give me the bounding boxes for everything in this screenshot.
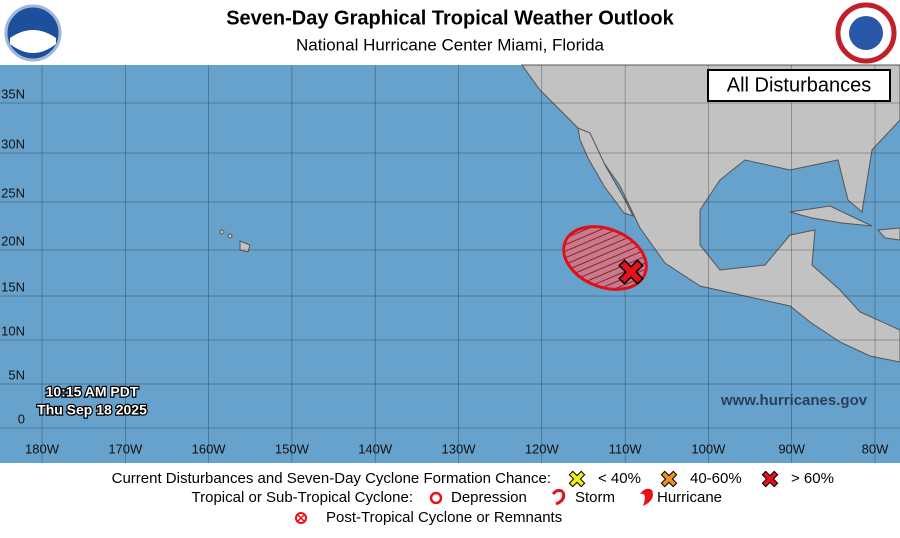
lat-label: 25N	[1, 185, 25, 200]
map-label: All Disturbances	[727, 74, 872, 96]
lon-label: 90W	[778, 441, 805, 456]
lat-label: 10N	[1, 323, 25, 338]
legend-post-tropical: Post-Tropical Cyclone or Remnants	[326, 509, 562, 526]
hurricane-icon	[640, 488, 653, 506]
formation-icon	[660, 470, 678, 488]
subtitle: National Hurricane Center Miami, Florida	[296, 35, 605, 54]
lat-label: 5N	[8, 367, 25, 382]
post-tropical-icon	[297, 514, 305, 522]
timestamp-date: Thu Sep 18 2025	[37, 402, 147, 418]
land-north-america	[521, 64, 900, 363]
lon-label: 130W	[442, 441, 477, 456]
website: www.hurricanes.gov	[720, 392, 868, 409]
map-label-box	[707, 69, 891, 102]
disturbance-marker	[618, 259, 644, 285]
post-tropical-icon	[295, 512, 307, 524]
depression-icon	[429, 491, 443, 505]
lon-label: 110W	[609, 441, 643, 456]
legend-cyclone-item: Depression	[451, 489, 527, 506]
lat-label: 30N	[1, 136, 25, 151]
land-cuba	[789, 205, 873, 227]
land-hawaii	[227, 233, 233, 239]
legend-cyclone-title: Tropical or Sub-Tropical Cyclone:	[192, 489, 413, 506]
legend-cyclone-item: Storm	[575, 489, 615, 506]
lon-label: 150W	[275, 441, 310, 456]
lon-label: 140W	[358, 441, 393, 456]
legend-formation-item: > 60%	[791, 470, 834, 487]
storm-icon	[551, 488, 566, 506]
lat-label: 35N	[1, 86, 25, 101]
lat-label: 20N	[1, 233, 25, 248]
land-hawaii	[239, 240, 251, 253]
legend-formation-item: < 40%	[598, 470, 641, 487]
lon-label: 180W	[25, 441, 60, 456]
nws-logo-center	[849, 16, 883, 50]
land-hispaniola	[876, 227, 900, 241]
legend-formation-title: Current Disturbances and Seven-Day Cyclo…	[112, 470, 551, 487]
lon-label: 120W	[525, 441, 560, 456]
timestamp-time: 10:15 AM PDT	[46, 384, 139, 400]
land-baja	[577, 127, 634, 217]
lat-label: 0	[18, 411, 25, 426]
lon-label: 100W	[691, 441, 726, 456]
title: Seven-Day Graphical Tropical Weather Out…	[226, 7, 674, 29]
lat-label: 15N	[1, 279, 25, 294]
legend-cyclone-item: Hurricane	[657, 489, 722, 506]
lon-label: 160W	[192, 441, 227, 456]
formation-icon	[568, 470, 586, 488]
formation-icon	[761, 470, 779, 488]
lon-label: 80W	[862, 441, 889, 456]
legend-formation-item: 40-60%	[690, 470, 742, 487]
land-hawaii	[219, 229, 225, 235]
lon-label: 170W	[108, 441, 143, 456]
noaa-logo-wave	[10, 30, 56, 53]
